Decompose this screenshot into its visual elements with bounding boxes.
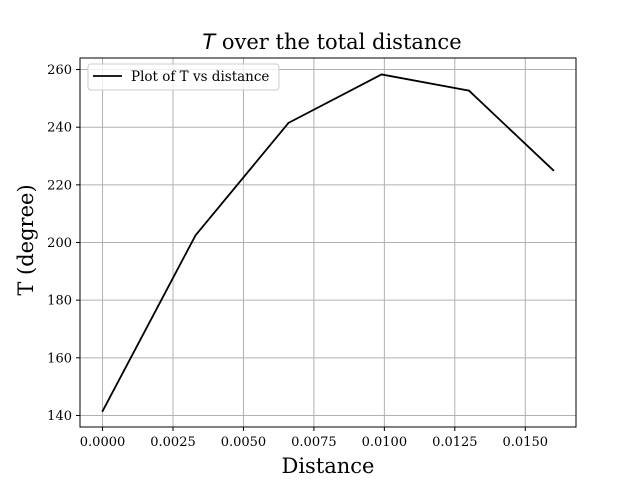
data-point [380, 73, 383, 76]
y-tick-label: 160 [47, 351, 72, 366]
x-axis-label: Distance [281, 454, 374, 478]
data-point [194, 234, 197, 237]
x-tick-label: 0.0150 [503, 435, 549, 450]
x-tick-label: 0.0100 [362, 435, 408, 450]
x-tick-label: 0.0125 [432, 435, 478, 450]
y-tick-label: 140 [47, 409, 72, 424]
chart-title-rest: over the total distance [215, 30, 461, 54]
y-tick-label: 220 [47, 178, 72, 193]
y-tick-label: 200 [47, 236, 72, 251]
data-point [287, 121, 290, 124]
x-tick-label: 0.0075 [291, 435, 337, 450]
y-tick-label: 260 [47, 63, 72, 78]
series-line [101, 73, 555, 412]
y-tick-label: 240 [47, 121, 72, 136]
x-tick-label: 0.0050 [221, 435, 267, 450]
ticks: 0.0000 0.0025 0.0050 0.0075 0.0100 0.0125 0.01… [47, 63, 548, 450]
data-point [101, 410, 104, 413]
x-tick-label: 0.0025 [150, 435, 196, 450]
data-point [468, 89, 470, 92]
y-tick-label: 180 [47, 294, 72, 309]
data-point [552, 169, 555, 172]
grid [80, 58, 576, 427]
y-axis-label: T (degree) [14, 184, 38, 295]
legend-frame [87, 63, 280, 91]
series-layer [101, 73, 555, 413]
chart-title: T over the total distance [202, 30, 461, 54]
legend: Plot of T vs distance [87, 63, 280, 91]
chart-title-math: T [202, 30, 217, 54]
legend-label: Plot of T vs distance [131, 69, 269, 85]
x-tick-label: 0.0000 [80, 435, 126, 450]
